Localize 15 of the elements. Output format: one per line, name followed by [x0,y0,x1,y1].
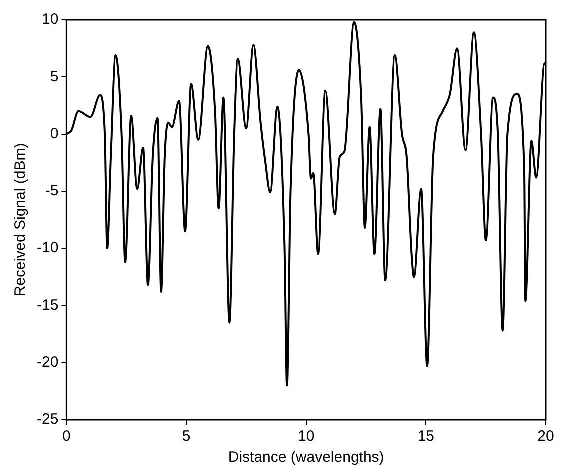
x-tick-label: 10 [298,428,315,446]
x-axis-title: Distance (wavelengths) [228,449,384,466]
x-tick-label: 5 [182,428,191,446]
y-tick-label: 0 [50,125,59,142]
y-tick-label: -10 [36,240,59,257]
x-tick-label: 0 [62,428,71,446]
y-tick-label: -15 [36,296,59,314]
x-tick-label: 15 [418,428,435,446]
y-tick-label: -5 [45,182,59,200]
y-tick-label: 5 [50,68,59,86]
y-tick-label: -25 [36,411,59,428]
x-tick-label: 20 [538,428,554,446]
y-tick-label: -20 [36,354,59,371]
y-tick-label: 10 [42,11,59,28]
y-axis-title: Received Signal (dBm) [12,143,30,297]
